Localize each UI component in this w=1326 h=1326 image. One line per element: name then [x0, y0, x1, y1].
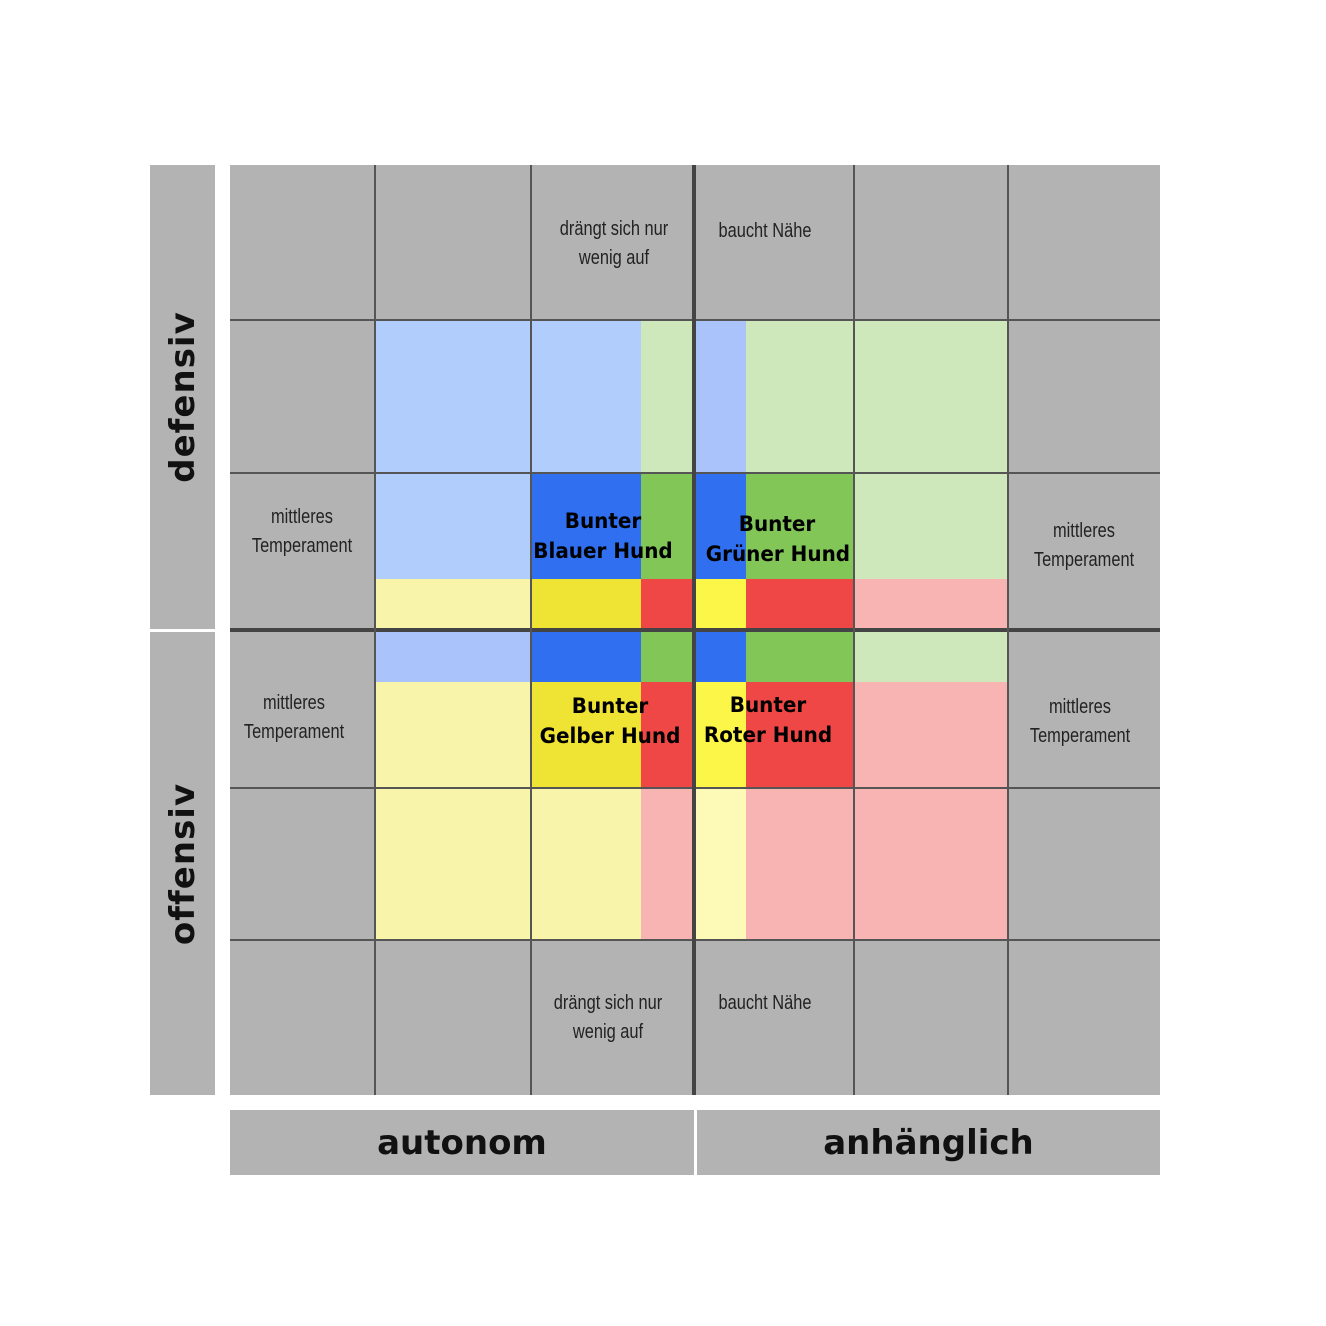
cell-text-line: mittleres [263, 692, 325, 714]
cell-text-line: baucht Nähe [718, 220, 812, 242]
cell-left-upper: mittleres Temperament [243, 503, 361, 561]
grid-line-v4 [853, 165, 855, 1095]
cell-right-upper: mittleres Temperament [1023, 517, 1146, 575]
block-red-strip [746, 579, 854, 630]
cell-top-autonom: drängt sich nur wenig auf [550, 215, 678, 273]
dog-text-line: Bunter [571, 694, 649, 718]
block-blue-corner [694, 630, 746, 682]
cell-text-line: Temperament [1033, 549, 1135, 571]
zone-green-light [641, 320, 694, 474]
axis-bar-anhaenglich: anhänglich [697, 1110, 1160, 1175]
block-blue-lower [531, 630, 641, 682]
block-yellow-main [531, 682, 641, 787]
cell-text-line: Temperament [251, 535, 353, 557]
axis-label-autonom: autonom [377, 1122, 547, 1163]
dog-text-line: Gelber Hund [539, 724, 681, 748]
zone-green-light-lower [854, 630, 1008, 682]
grid-line-v5 [1007, 165, 1009, 1095]
block-yellow-corner [694, 579, 746, 630]
dog-text-line: Grüner Hund [705, 542, 851, 566]
cell-left-lower: mittleres Temperament [235, 689, 353, 747]
axis-label-offensiv: offensiv [162, 782, 203, 945]
block-green-lower [746, 630, 854, 682]
cell-right-lower: mittleres Temperament [1019, 693, 1142, 751]
label-blue-dog: Bunter Blauer Hund [532, 506, 675, 566]
zone-red-light-bottom [641, 787, 694, 941]
label-green-dog: Bunter Grüner Hund [705, 509, 851, 569]
cell-text-line: wenig auf [572, 1021, 644, 1043]
dog-text-line: Bunter [564, 509, 642, 533]
axis-bar-autonom: autonom [230, 1110, 694, 1175]
block-blue-strip [694, 474, 746, 579]
dog-text-line: Blauer Hund [533, 539, 673, 563]
temperament-grid: drängt sich nur wenig auf baucht Nähe dr… [230, 165, 1160, 1095]
dog-text-line: Bunter [738, 512, 816, 536]
cell-text-line: baucht Nähe [718, 992, 812, 1014]
grid-line-v1 [374, 165, 376, 1095]
label-yellow-dog: Bunter Gelber Hund [539, 691, 682, 751]
zone-blue-light-right [694, 320, 746, 474]
cell-bottom-anhaenglich: baucht Nähe [708, 989, 823, 1018]
cell-text-line: wenig auf [578, 247, 650, 269]
block-red-corner [641, 579, 694, 630]
block-blue-main [531, 474, 641, 579]
cell-text-line: drängt sich nur [553, 992, 663, 1014]
block-red-main [746, 682, 854, 787]
block-green-main [746, 474, 854, 579]
block-red-side [641, 682, 694, 787]
cell-text-line: mittleres [271, 506, 333, 528]
dog-text-line: Bunter [729, 693, 807, 717]
block-yellow-strip [531, 579, 641, 630]
cell-text-line: Temperament [1029, 725, 1131, 747]
block-yellow-side [694, 682, 746, 787]
cell-text-line: mittleres [1053, 520, 1115, 542]
label-red-dog: Bunter Roter Hund [697, 690, 840, 750]
cell-text-line: drängt sich nur [559, 218, 669, 240]
zone-red-light-upper [854, 579, 1008, 630]
axis-bar-defensiv: defensiv [150, 165, 215, 629]
axis-label-defensiv: defensiv [162, 311, 203, 483]
cell-text-line: mittleres [1049, 696, 1111, 718]
axis-bar-offensiv: offensiv [150, 632, 215, 1095]
cell-text-line: Temperament [243, 721, 345, 743]
grid-line-v-center [692, 165, 696, 1095]
cell-top-anhaenglich: baucht Nähe [708, 217, 823, 246]
axis-label-anhaenglich: anhänglich [823, 1122, 1034, 1163]
cell-bottom-autonom: drängt sich nur wenig auf [544, 989, 672, 1047]
zone-yellow-light-bottom [694, 787, 746, 941]
grid-line-v2 [530, 165, 532, 1095]
dog-text-line: Roter Hund [703, 723, 833, 747]
block-green-corner [641, 630, 694, 682]
block-green-strip [641, 474, 694, 579]
